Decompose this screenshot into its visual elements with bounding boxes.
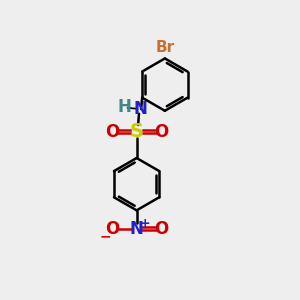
Text: O: O: [154, 220, 168, 238]
Text: S: S: [130, 122, 144, 141]
Text: +: +: [140, 217, 150, 230]
Text: O: O: [105, 220, 119, 238]
Text: N: N: [133, 100, 147, 118]
Text: H: H: [117, 98, 131, 116]
Text: O: O: [105, 123, 119, 141]
Text: N: N: [130, 220, 144, 238]
Text: Br: Br: [155, 40, 174, 55]
Text: O: O: [154, 123, 168, 141]
Text: −: −: [100, 229, 112, 243]
